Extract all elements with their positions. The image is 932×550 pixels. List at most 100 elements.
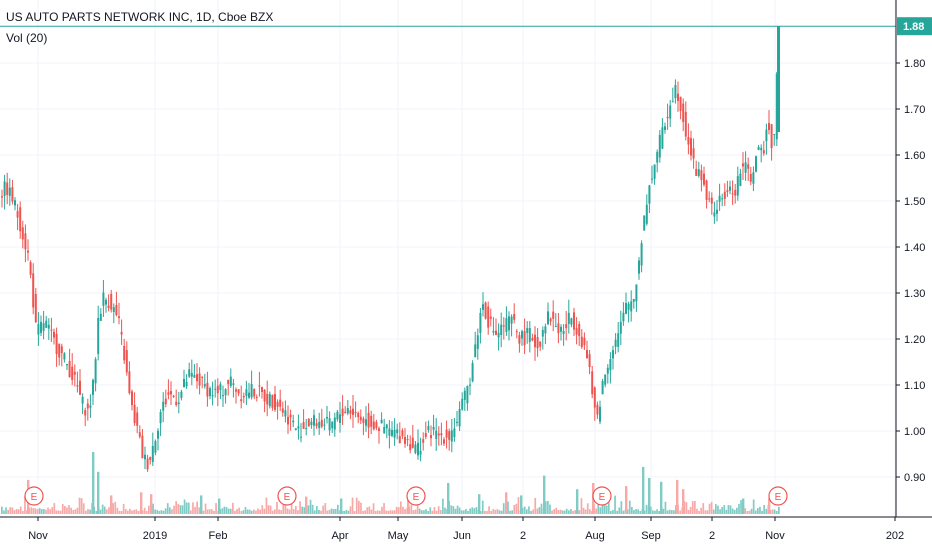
- volume-bar: [269, 505, 272, 514]
- candle-body: [79, 380, 81, 395]
- volume-indicator-label[interactable]: Vol (20): [6, 31, 48, 45]
- volume-bar: [599, 507, 602, 514]
- candle-body: [406, 439, 409, 441]
- candle-body: [110, 293, 113, 310]
- candle-body: [216, 385, 219, 394]
- earnings-marker-icon[interactable]: [592, 486, 612, 506]
- volume-bar: [576, 489, 579, 514]
- candle-body: [505, 318, 508, 332]
- candle-body: [687, 137, 690, 145]
- candle-body: [580, 336, 583, 348]
- earnings-marker-icon[interactable]: [768, 486, 788, 506]
- candle-body: [742, 163, 744, 167]
- earnings-marker-icon[interactable]: [277, 486, 297, 506]
- candle-body: [16, 211, 19, 218]
- last-price-badge: [897, 17, 932, 36]
- candle-body: [547, 311, 549, 325]
- volume-bar: [288, 509, 291, 514]
- volume-bar: [601, 504, 604, 514]
- candle-body: [723, 191, 726, 199]
- volume-bar: [746, 511, 749, 514]
- earnings-marker-label: E: [775, 492, 782, 503]
- volume-bar: [74, 509, 77, 514]
- candle-body: [404, 436, 406, 444]
- volume-bar: [49, 509, 51, 514]
- volume-bar: [765, 508, 768, 514]
- volume-bar: [460, 510, 463, 514]
- volume-bar: [421, 510, 423, 514]
- volume-bar: [244, 507, 247, 514]
- volume-bar: [218, 498, 221, 514]
- volume-bar: [721, 507, 723, 514]
- volume-bar: [164, 508, 167, 514]
- candle-body: [346, 407, 349, 414]
- candle-body: [648, 185, 651, 204]
- candle-body: [684, 111, 687, 137]
- time-tick-label: 2019: [143, 530, 167, 542]
- volume-bar: [349, 506, 352, 514]
- price-tick-label: 1.20: [904, 334, 925, 346]
- candle-body: [601, 380, 604, 395]
- candle-body: [209, 388, 211, 397]
- candle-body: [554, 325, 557, 327]
- volume-bar: [551, 510, 553, 514]
- volume-bar: [169, 507, 171, 514]
- volume-bar: [452, 506, 455, 514]
- volume-bar: [481, 500, 484, 514]
- candle-body: [271, 394, 274, 408]
- volume-bar: [391, 510, 394, 514]
- candle-body: [479, 312, 482, 333]
- volume-bar: [89, 509, 91, 514]
- candle-body: [502, 325, 505, 327]
- volume-bar: [137, 511, 140, 514]
- candle-body: [729, 186, 731, 191]
- candle-body: [284, 410, 287, 417]
- candle-body: [716, 209, 718, 214]
- candle-body: [245, 389, 248, 396]
- volume-bar: [509, 510, 511, 514]
- candle-body: [27, 250, 29, 253]
- volume-bar: [488, 506, 490, 514]
- candle-body: [133, 404, 136, 424]
- candle-body: [466, 385, 469, 404]
- earnings-marker-icon[interactable]: [406, 486, 426, 506]
- volume-bar: [198, 507, 201, 514]
- candle-body: [362, 418, 365, 423]
- candle-body: [232, 383, 235, 385]
- candle-body: [461, 398, 464, 410]
- candle-body: [419, 450, 422, 455]
- volume-bar: [523, 506, 526, 514]
- candle-body: [102, 292, 105, 306]
- candle-body: [679, 96, 682, 112]
- candle-body: [508, 316, 510, 331]
- volume-bar: [658, 511, 660, 514]
- candle-body: [739, 173, 742, 186]
- earnings-marker-icon[interactable]: [24, 486, 44, 506]
- candle-body: [118, 316, 120, 318]
- candle-body: [201, 377, 204, 379]
- volume-bar: [416, 502, 419, 514]
- candle-body: [690, 138, 692, 156]
- candle-body: [617, 333, 620, 347]
- candle-body: [211, 395, 214, 397]
- volume-bar: [469, 508, 471, 514]
- candle-body: [432, 426, 435, 430]
- candle-body: [92, 379, 94, 395]
- candle-body: [326, 416, 328, 419]
- time-tick-label: Aug: [585, 530, 605, 542]
- candle-body: [570, 318, 573, 325]
- volume-bar: [13, 510, 16, 514]
- volume-bar: [53, 503, 56, 514]
- volume-bar: [234, 510, 236, 514]
- volume-bar: [517, 497, 520, 514]
- candle-body: [313, 415, 315, 426]
- volume-bar: [431, 510, 434, 514]
- volume-bar: [750, 508, 753, 514]
- volume-bar: [213, 510, 215, 514]
- candle-body: [138, 432, 141, 437]
- volume-bar: [614, 495, 616, 514]
- volume-bar: [148, 505, 150, 514]
